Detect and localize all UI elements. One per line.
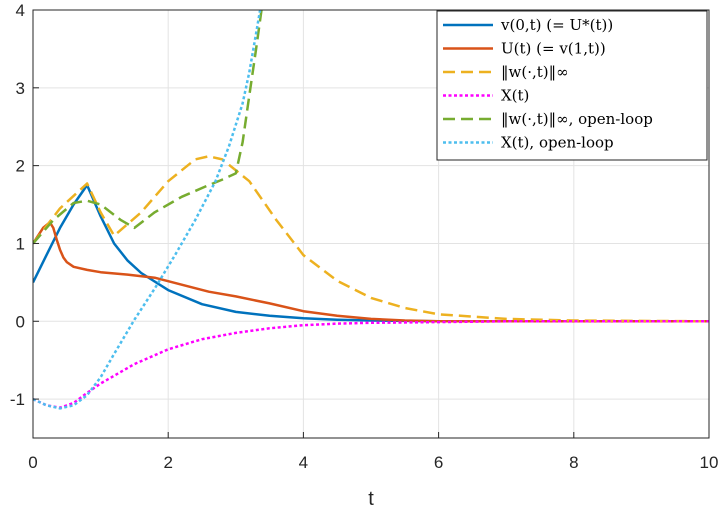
series-line-1 <box>33 221 709 323</box>
legend-label-3: X(t) <box>501 87 529 105</box>
legend-label-4: ‖w(·,t)‖∞, open-loop <box>501 110 653 128</box>
series-line-5 <box>33 10 262 410</box>
legend: v(0,t) (= U*(t)) U(t) (= v(1,t)) ‖w(·,t)‖∞… <box>436 10 708 161</box>
plot-frame <box>32 9 710 439</box>
ticks <box>32 9 710 438</box>
x-axis-label: t <box>368 488 374 510</box>
tick-labels: 0 2 4 6 8 10 -1 0 1 2 3 4 <box>10 1 719 472</box>
x-tick-label-2: 4 <box>299 453 308 472</box>
x-tick-label-1: 2 <box>163 453 172 472</box>
legend-box <box>436 10 708 161</box>
plot-lines <box>33 10 709 410</box>
x-tick-label-5: 10 <box>700 453 719 472</box>
x-tick-label-4: 8 <box>569 453 578 472</box>
y-tick-label-1: 0 <box>16 312 25 331</box>
x-tick-label-0: 0 <box>28 453 37 472</box>
legend-label-5: X(t), open-loop <box>501 134 614 152</box>
y-tick-label-3: 2 <box>16 157 25 176</box>
y-tick-label-0: -1 <box>10 390 25 409</box>
legend-label-0: v(0,t) (= U*(t)) <box>500 16 613 34</box>
y-tick-label-2: 1 <box>16 234 25 253</box>
y-tick-label-4: 3 <box>16 79 25 98</box>
series-line-4 <box>33 10 263 245</box>
x-tick-label-3: 6 <box>434 453 443 472</box>
legend-label-2: ‖w(·,t)‖∞ <box>501 63 569 81</box>
legend-label-1: U(t) (= v(1,t)) <box>501 40 606 58</box>
y-tick-label-5: 4 <box>16 1 25 20</box>
series-line-0 <box>33 183 709 323</box>
series-line-3 <box>33 320 709 409</box>
